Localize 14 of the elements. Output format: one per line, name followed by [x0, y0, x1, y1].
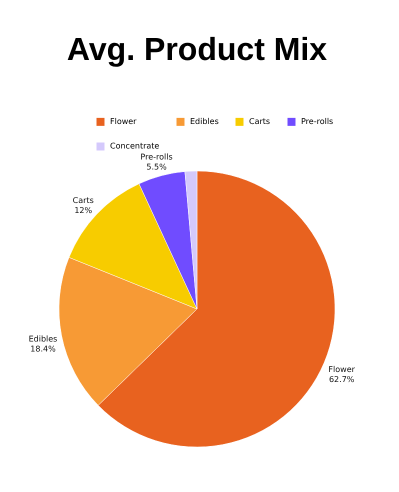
legend-label: Flower	[110, 116, 138, 126]
data-label: 62.7%	[328, 374, 355, 384]
data-label: 12%	[74, 206, 93, 215]
slice-label: Pre-rolls	[140, 152, 173, 162]
legend-label: Edibles	[190, 116, 219, 126]
slice-label: Carts	[72, 196, 94, 205]
legend-label: Pre-rolls	[301, 116, 334, 126]
slice-label: Flower	[328, 364, 356, 374]
legend-label: Concentrate	[110, 142, 160, 150]
slice-label: Edibles	[28, 334, 58, 344]
data-label: 5.5%	[146, 162, 168, 172]
data-label: 18.4%	[30, 344, 56, 354]
chart-title: Avg. Product Mix	[66, 31, 328, 67]
legend-label: Carts	[249, 116, 270, 126]
